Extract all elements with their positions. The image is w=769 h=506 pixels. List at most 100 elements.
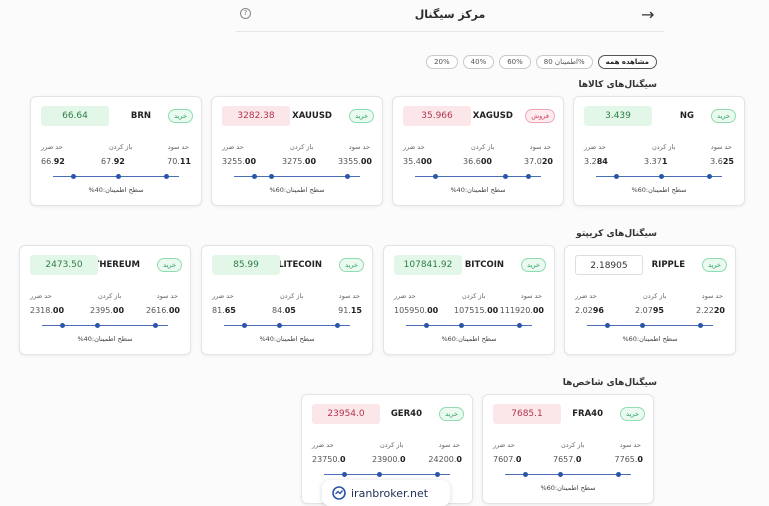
entry-value: 2395.00 (90, 306, 125, 315)
signal-card-ripple[interactable]: خرید RIPPLE 2.18905 حد سود باز کردن حد ضرر 2.2… (564, 245, 736, 355)
entry-value: 23900.0 (372, 455, 406, 464)
stop-loss-label: حد ضرر (584, 143, 606, 151)
take-profit-label: حد سود (167, 143, 189, 151)
entry-label: باز کردن (471, 143, 495, 151)
confidence-level: سطح اطمینان:60% (622, 335, 678, 343)
take-profit-value: 37.020 (524, 157, 553, 166)
price-range-track (324, 472, 450, 477)
current-price: 107841.92 (394, 255, 462, 275)
filter-40[interactable]: 40% (462, 55, 495, 69)
signal-badge: خرید (168, 109, 193, 123)
stop-loss-value: 2.0296 (575, 306, 604, 315)
confidence-filters: مشاهده همه اطمینان 80% 60% 40% 20% (426, 55, 657, 69)
entry-label: باز کردن (643, 292, 667, 300)
entry-marker (503, 174, 509, 179)
filter-20[interactable]: 20% (426, 55, 458, 69)
symbol-label: RIPPLE (651, 260, 685, 270)
entry-marker (639, 323, 645, 328)
entry-label: باز کردن (98, 292, 122, 300)
signal-badge: خرید (702, 258, 727, 272)
signal-badge: خرید (521, 258, 546, 272)
symbol-label: XAGUSD (472, 111, 513, 121)
tp-marker (615, 472, 621, 477)
signal-card-brn[interactable]: خرید BRN 66.64 حد سود باز کردن حد ضرر 70.11 67.… (30, 96, 202, 206)
entry-value: 2.0795 (635, 306, 664, 315)
sl-marker (341, 472, 347, 477)
signal-card-xauusd[interactable]: خرید XAUUSD 3282.38 حد سود باز کردن حد ضرر 335… (211, 96, 383, 206)
take-profit-label: حد سود (348, 143, 370, 151)
entry-value: 107515.00 (454, 306, 499, 315)
take-profit-value: 24200.0 (428, 455, 462, 464)
current-price: 23954.0 (312, 404, 380, 424)
signal-card-bitcoin[interactable]: خرید BITCOIN 107841.92 حد سود باز کردن حد ضرر… (383, 245, 555, 355)
entry-marker (269, 174, 275, 179)
tp-marker (697, 323, 703, 328)
stop-loss-label: حد ضرر (41, 143, 63, 151)
symbol-label: ETHEREUM (87, 260, 140, 270)
take-profit-label: حد سود (520, 292, 542, 300)
sl-marker (59, 323, 65, 328)
price-range-track (42, 323, 168, 328)
current-price: 35.966 (403, 106, 471, 126)
take-profit-value: 3355.00 (337, 157, 372, 166)
confidence-level: سطح اطمینان:40% (77, 335, 133, 343)
filter-all[interactable]: مشاهده همه (597, 55, 657, 69)
symbol-label: BITCOIN (464, 260, 504, 270)
entry-value: 67.92 (101, 157, 125, 166)
top-bar: ? مرکز سیگنال → (236, 0, 664, 32)
signal-card-ethereum[interactable]: خرید ETHEREUM 2473.50 حد سود باز کردن حد ضرر 2… (19, 245, 191, 355)
stop-loss-label: حد ضرر (394, 292, 416, 300)
entry-label: باز کردن (280, 292, 304, 300)
sl-marker (604, 323, 610, 328)
take-profit-label: حد سود (701, 292, 723, 300)
entry-label: باز کردن (462, 292, 486, 300)
signal-card-xagusd[interactable]: فروش XAGUSD 35.966 حد سود باز کردن حد ضرر 37.0… (392, 96, 564, 206)
entry-marker (557, 472, 563, 477)
signal-card-ng[interactable]: خرید NG 3.439 حد سود باز کردن حد ضرر 3.625 3.37… (573, 96, 745, 206)
stop-loss-label: حد ضرر (312, 441, 334, 449)
help-icon[interactable]: ? (240, 8, 251, 19)
stop-loss-label: حد ضرر (30, 292, 52, 300)
current-price: 2473.50 (30, 255, 98, 275)
signal-badge: خرید (157, 258, 182, 272)
price-range-track (224, 323, 350, 328)
stop-loss-label: حد ضرر (222, 143, 244, 151)
price-range-track (53, 174, 179, 179)
stop-loss-value: 3.284 (584, 157, 608, 166)
section-title-crypto: سیگنال‌های کریپتو (576, 229, 657, 239)
arrow-right-icon[interactable]: → (641, 5, 655, 24)
sl-marker (70, 174, 76, 179)
filter-60[interactable]: 60% (499, 55, 531, 69)
current-price: 3.439 (584, 106, 652, 126)
section-title-commodities: سیگنال‌های کالاها (578, 80, 657, 90)
filter-80[interactable]: اطمینان 80% (535, 55, 593, 69)
symbol-label: BRN (130, 111, 151, 121)
entry-value: 84.05 (272, 306, 296, 315)
take-profit-label: حد سود (529, 143, 551, 151)
take-profit-value: 111920.00 (499, 306, 544, 315)
price-range-track (415, 174, 541, 179)
signal-card-litecoin[interactable]: خرید LITECOIN 85.99 حد سود باز کردن حد ضرر 91.… (201, 245, 373, 355)
tp-marker (344, 174, 350, 179)
take-profit-label: حد سود (156, 292, 178, 300)
confidence-level: سطح اطمینان:40% (259, 335, 315, 343)
signal-badge: خرید (711, 109, 736, 123)
take-profit-value: 7765.0 (614, 455, 643, 464)
entry-marker (659, 174, 664, 179)
signal-card-fra40[interactable]: خرید FRA40 7685.1 حد سود باز کردن حد ضرر 7765.… (482, 394, 654, 504)
signal-badge: خرید (349, 109, 374, 123)
stop-loss-value: 2318.00 (30, 306, 65, 315)
signal-badge: خرید (439, 407, 464, 421)
entry-value: 3275.00 (282, 157, 317, 166)
price-range-track (596, 174, 722, 179)
signal-card-ger40[interactable]: خرید GER40 23954.0 حد سود باز کردن حد ضرر 2420… (301, 394, 473, 504)
stop-loss-value: 81.65 (212, 306, 236, 315)
page-title: مرکز سیگنال (414, 8, 486, 21)
signal-badge: فروش (525, 109, 555, 123)
take-profit-value: 2.2220 (696, 306, 725, 315)
watermark: iranbroker.net (322, 480, 450, 506)
stop-loss-value: 66.92 (41, 157, 65, 166)
current-price: 3282.38 (222, 106, 290, 126)
sl-marker (432, 174, 438, 179)
sl-marker (241, 323, 247, 328)
